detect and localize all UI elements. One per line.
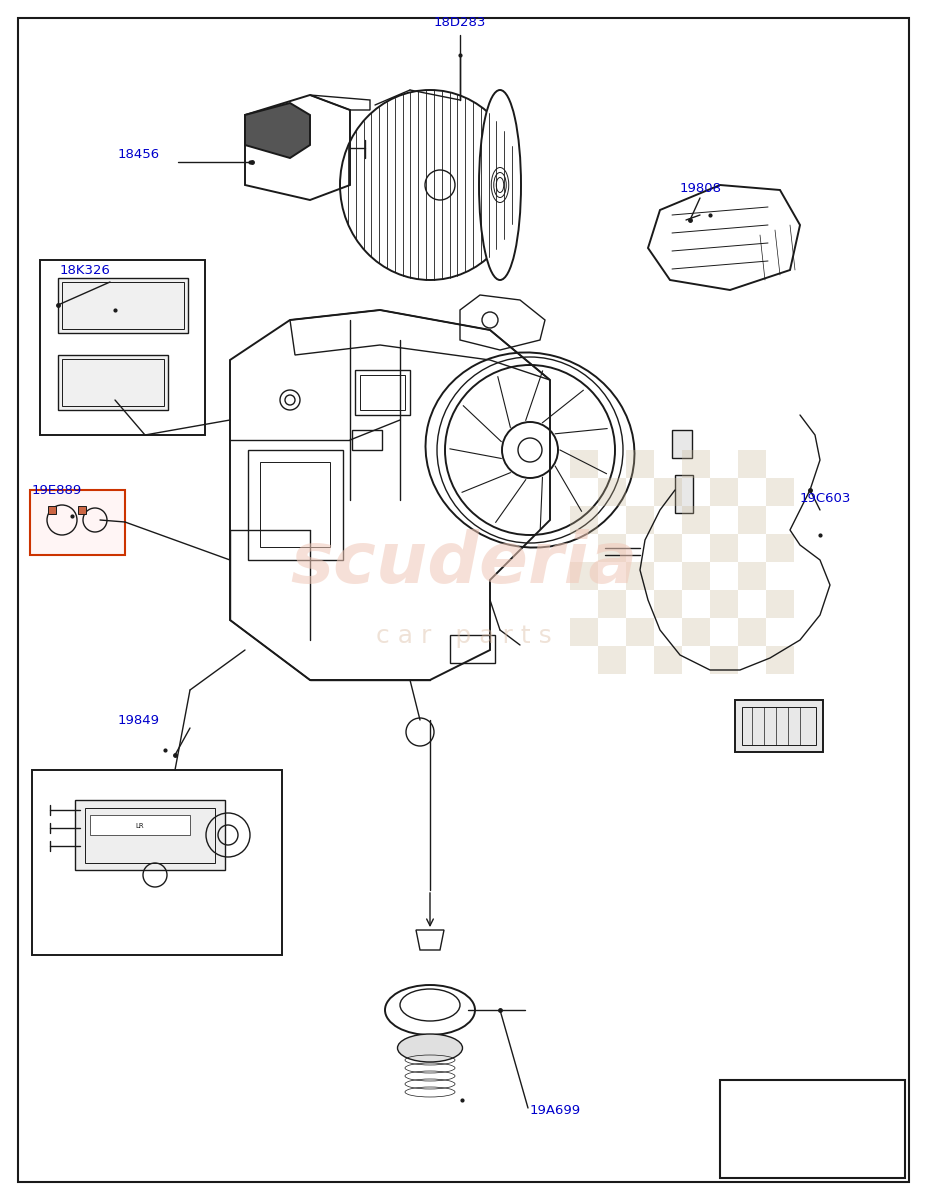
Text: 19C603: 19C603 xyxy=(800,492,851,504)
Bar xyxy=(720,1080,905,1178)
Bar xyxy=(62,282,184,329)
Polygon shape xyxy=(245,103,310,158)
Bar xyxy=(710,534,738,562)
Bar xyxy=(738,618,766,646)
Text: 18K326: 18K326 xyxy=(60,264,111,276)
Bar xyxy=(710,590,738,618)
Bar xyxy=(682,450,710,478)
Text: 18456: 18456 xyxy=(118,149,160,162)
Bar xyxy=(570,562,598,590)
Bar xyxy=(570,450,598,478)
Bar xyxy=(40,260,205,434)
Bar xyxy=(626,450,654,478)
Ellipse shape xyxy=(398,1034,463,1062)
Bar xyxy=(598,534,626,562)
Bar xyxy=(626,618,654,646)
Ellipse shape xyxy=(385,985,475,1034)
Bar xyxy=(766,590,794,618)
Bar xyxy=(682,618,710,646)
Bar xyxy=(32,770,282,955)
Bar xyxy=(598,646,626,674)
Text: 19849: 19849 xyxy=(118,714,160,726)
Bar xyxy=(742,707,816,745)
Bar xyxy=(654,646,682,674)
Bar xyxy=(248,450,343,560)
Bar xyxy=(738,450,766,478)
Bar xyxy=(355,370,410,415)
Bar xyxy=(672,430,692,458)
Bar xyxy=(450,635,495,662)
Text: LR: LR xyxy=(135,823,145,829)
Bar xyxy=(626,562,654,590)
Bar xyxy=(682,562,710,590)
Bar xyxy=(30,490,125,554)
Bar xyxy=(766,646,794,674)
Text: 18D283: 18D283 xyxy=(434,16,486,29)
Bar xyxy=(766,478,794,506)
Bar xyxy=(75,800,225,870)
Bar xyxy=(260,462,330,547)
Bar xyxy=(675,475,693,514)
Bar xyxy=(58,355,168,410)
Text: 19A699: 19A699 xyxy=(530,1104,581,1116)
Bar xyxy=(626,506,654,534)
Bar xyxy=(570,506,598,534)
Bar xyxy=(654,478,682,506)
Bar xyxy=(598,590,626,618)
Bar xyxy=(710,646,738,674)
Bar xyxy=(682,506,710,534)
Text: 19E889: 19E889 xyxy=(32,484,83,497)
Bar xyxy=(598,478,626,506)
Bar xyxy=(360,374,405,410)
Bar xyxy=(738,562,766,590)
Bar xyxy=(654,590,682,618)
Bar xyxy=(710,478,738,506)
Ellipse shape xyxy=(400,989,460,1021)
Bar xyxy=(735,700,823,752)
Bar xyxy=(570,618,598,646)
Bar xyxy=(58,278,188,332)
Bar xyxy=(352,430,382,450)
Bar xyxy=(78,506,86,514)
Bar xyxy=(738,506,766,534)
Text: 19808: 19808 xyxy=(680,181,722,194)
Text: c a r   p a r t s: c a r p a r t s xyxy=(375,624,552,648)
Bar xyxy=(62,359,164,406)
Bar xyxy=(90,815,190,835)
Bar xyxy=(654,534,682,562)
Bar xyxy=(85,808,215,863)
Bar xyxy=(48,506,56,514)
Text: scuderia: scuderia xyxy=(290,529,637,599)
Bar xyxy=(766,534,794,562)
Ellipse shape xyxy=(479,90,521,280)
